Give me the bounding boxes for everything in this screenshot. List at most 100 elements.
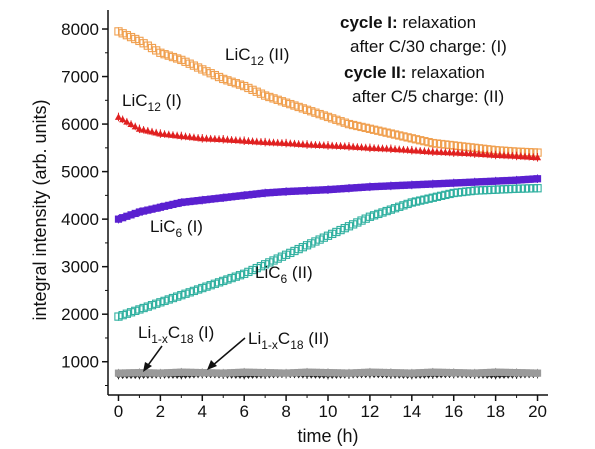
interp-point (466, 186, 475, 196)
interp-point (378, 368, 387, 377)
interp-point (144, 206, 152, 214)
interp-point (370, 368, 378, 376)
data-point (512, 176, 521, 184)
label-lic12-i: LiC12 (I) (122, 91, 182, 114)
interp-point (257, 189, 265, 198)
interp-point (437, 368, 445, 376)
interp-point (189, 286, 199, 296)
data-point (365, 124, 375, 133)
y-tick-label: 2000 (61, 305, 99, 324)
interp-point (369, 211, 379, 220)
series-li1-xc18-ii- (114, 367, 542, 378)
interp-point (357, 368, 366, 377)
interp-point (265, 92, 274, 102)
interp-point (353, 218, 362, 227)
interp-point (520, 184, 530, 193)
interp-point (361, 214, 370, 223)
data-point (156, 369, 164, 377)
interp-point (508, 368, 516, 377)
interp-point (202, 67, 211, 76)
interp-point (173, 368, 181, 376)
interp-point (390, 204, 400, 213)
label-lic6-ii: LiC6 (II) (255, 263, 313, 286)
data-point (281, 250, 291, 259)
label-lic18-ii-sub1: 1-x (261, 338, 278, 352)
interp-point (383, 182, 391, 190)
interp-point (164, 295, 173, 304)
interp-point (228, 369, 236, 377)
interp-point (457, 187, 467, 197)
interp-point (508, 176, 516, 184)
label-lic18-ii-main1: Li (248, 329, 261, 348)
data-point (471, 369, 479, 377)
interp-point (236, 136, 244, 144)
interp-point (278, 139, 286, 146)
interp-point (328, 185, 336, 193)
interp-point (269, 94, 278, 103)
interp-point (383, 368, 391, 377)
series-lic6-ii- (114, 183, 542, 321)
interp-point (277, 252, 287, 261)
label-lic6-i: LiC6 (I) (150, 217, 203, 240)
interp-point (235, 80, 245, 89)
interp-point (131, 122, 139, 130)
x-tick-label: 10 (319, 402, 338, 421)
interp-point (211, 195, 219, 203)
interp-point (131, 306, 140, 316)
label-lic6-i-sub: 6 (176, 226, 183, 240)
interp-point (140, 126, 148, 133)
interp-point (357, 122, 366, 132)
interp-point (215, 135, 223, 142)
interp-point (286, 369, 294, 377)
interp-point (123, 369, 131, 377)
data-point (408, 369, 416, 377)
data-point (261, 189, 269, 197)
interp-point (186, 197, 194, 206)
interp-point (433, 368, 441, 376)
cycle-1-legend-line1: cycle I: relaxation (340, 13, 476, 32)
arrow-lic18-ii-head (207, 360, 217, 370)
interp-point (194, 196, 202, 205)
label-lic18-ii-main2: C (278, 329, 290, 348)
interp-point (236, 192, 244, 200)
interp-point (273, 95, 282, 104)
interp-point (181, 57, 190, 66)
data-point (114, 215, 123, 223)
interp-point (148, 128, 156, 135)
interp-point (395, 369, 403, 377)
label-lic18-i-sub2: 18 (180, 332, 194, 346)
interp-point (256, 262, 266, 271)
interp-point (391, 182, 399, 190)
interp-point (278, 369, 286, 377)
interp-point (529, 184, 538, 193)
data-point (450, 369, 458, 377)
data-point (428, 138, 437, 148)
data-point (261, 369, 269, 377)
interp-point (320, 368, 328, 377)
interp-point (395, 181, 403, 190)
interp-point (348, 120, 358, 130)
data-point (198, 369, 206, 377)
data-point (135, 125, 144, 132)
interp-point (269, 369, 278, 377)
interp-point (341, 184, 349, 193)
interp-point (378, 127, 387, 136)
interp-point (525, 369, 533, 377)
interp-point (399, 181, 408, 189)
interp-point (474, 186, 484, 195)
data-point (345, 369, 353, 377)
interp-point (299, 140, 307, 148)
interp-point (256, 89, 266, 98)
interp-point (516, 184, 525, 193)
interp-point (307, 107, 316, 116)
interp-point (139, 39, 148, 48)
interp-point (211, 369, 219, 377)
interp-point (206, 69, 215, 78)
interp-point (353, 369, 361, 377)
interp-point (144, 369, 152, 377)
cycle-2-rest: relaxation (406, 63, 484, 82)
cycle-1-legend-line2: after C/30 charge: (I) (350, 37, 507, 56)
interp-point (298, 104, 308, 113)
label-lic12-i-sub: 12 (148, 100, 162, 114)
x-tick-label: 16 (444, 402, 463, 421)
